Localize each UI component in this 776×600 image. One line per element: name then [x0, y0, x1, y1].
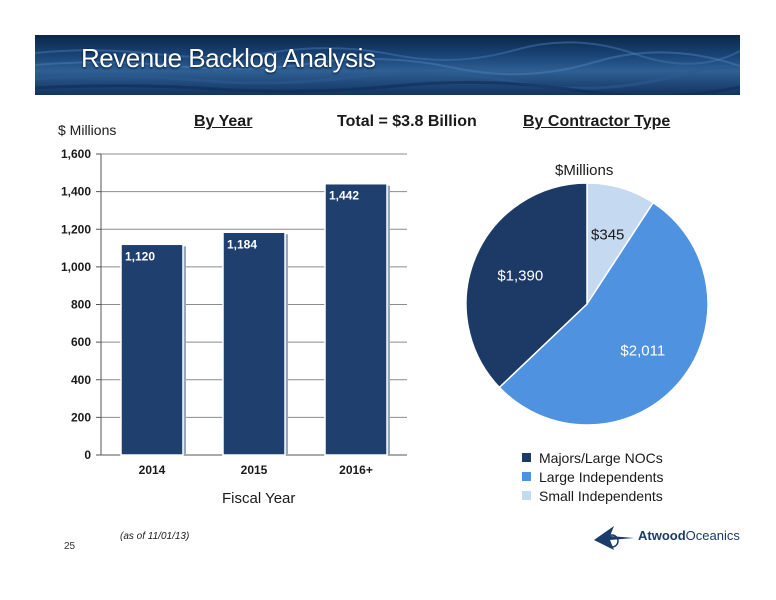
pie-data-label: $2,011	[620, 342, 665, 359]
title-banner: Revenue Backlog Analysis	[35, 35, 740, 95]
legend-swatch	[522, 472, 531, 481]
bar	[120, 243, 184, 456]
legend-item: Majors/Large NOCs	[522, 448, 664, 467]
bar	[324, 182, 388, 456]
legend-label: Large Independents	[539, 468, 664, 485]
x-tick-label: 2014	[139, 463, 166, 477]
total-heading: Total = $3.8 Billion	[337, 113, 477, 130]
x-tick-label: 2015	[241, 463, 268, 477]
y-tick-label: 1,000	[61, 260, 91, 274]
legend-swatch	[522, 453, 531, 462]
page-number: 25	[64, 541, 76, 552]
as-of-note: (as of 11/01/13)	[120, 531, 190, 542]
x-tick-label: 2016+	[339, 463, 373, 477]
brand-name: AtwoodOceanics	[638, 528, 740, 543]
pie-title: $Millions	[555, 162, 614, 179]
y-tick-label: 600	[71, 335, 91, 349]
y-tick-label: 200	[71, 410, 91, 424]
y-tick-label: 1,400	[61, 185, 91, 199]
bar-data-label: 1,184	[227, 237, 257, 251]
company-emblem-icon	[594, 526, 634, 550]
y-tick-label: 0	[84, 448, 91, 462]
bar-data-label: 1,442	[329, 189, 359, 203]
y-tick-label: 400	[71, 373, 91, 387]
ocean-waves-image	[35, 41, 740, 95]
slide-title: Revenue Backlog Analysis	[81, 43, 376, 73]
legend-item: Small Independents	[522, 486, 664, 505]
pie-slice	[498, 201, 709, 426]
legend-label: Majors/Large NOCs	[539, 449, 663, 466]
pie-chart: $345 $2,011 $1,390	[465, 182, 709, 426]
atwood-oceanics-logo: AtwoodOceanics	[592, 522, 740, 552]
pie-slice	[465, 182, 588, 389]
pie-legend: Majors/Large NOCs Large Independents Sma…	[522, 448, 664, 505]
legend-item: Large Independents	[522, 467, 664, 486]
legend-swatch	[522, 491, 531, 500]
pie-data-label: $345	[591, 226, 624, 243]
bar-data-label: 1,120	[125, 249, 155, 263]
bar-x-axis-label: Fiscal Year	[222, 490, 296, 507]
legend-label: Small Independents	[539, 487, 663, 504]
by-contractor-heading: By Contractor Type	[523, 113, 671, 130]
bar	[222, 231, 286, 456]
bar-y-axis-label: $ Millions	[58, 122, 117, 138]
y-tick-label: 800	[71, 298, 91, 312]
y-tick-label: 1,600	[61, 147, 91, 161]
y-tick-label: 1,200	[61, 222, 91, 236]
by-year-heading: By Year	[194, 113, 253, 130]
pie-data-label: $1,390	[497, 267, 543, 284]
bar-chart: 0 200 400 600 800 1,000 1,200 1,400 1,600 1,120 20…	[61, 147, 407, 477]
